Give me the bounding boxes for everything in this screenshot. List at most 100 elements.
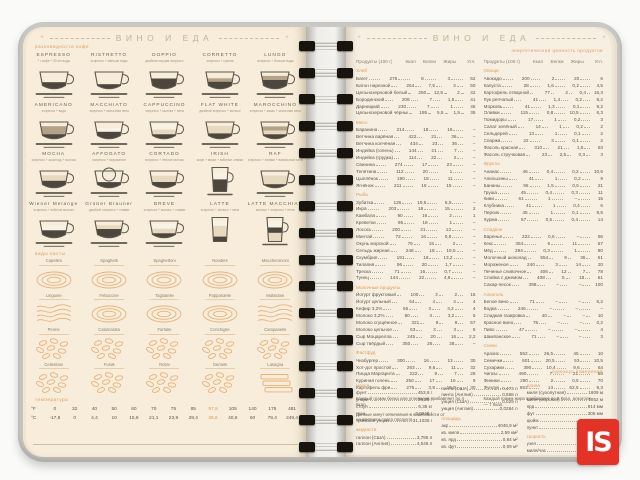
dot-leader (396, 291, 402, 297)
coffee-name: LATTE MACCHIATO (247, 201, 303, 207)
nutrition-row: Куриная голень 250 17 16 9 (356, 377, 476, 384)
dot-leader (458, 291, 463, 297)
dot-leader (456, 364, 463, 369)
value-fat: 15 (444, 206, 450, 212)
value-fat: 21 (572, 371, 579, 377)
unit-value: 914 мм (587, 403, 603, 409)
value-protein: 18 (423, 127, 429, 133)
dot-leader (554, 182, 565, 187)
dot-leader (437, 154, 443, 159)
dot-leader (444, 109, 447, 115)
coffee-cup-illustration (26, 63, 81, 101)
coil-end-left (299, 281, 315, 292)
product-name: Семечки (483, 357, 503, 363)
pasta-illustration (137, 301, 192, 328)
pasta-name: Penne (47, 328, 60, 332)
coffee-cup-illustration (81, 63, 136, 101)
value-carbs: 45 (470, 103, 476, 109)
value-protein: 2 (565, 89, 568, 95)
unit-name: акр (441, 423, 449, 429)
dot-leader (453, 219, 463, 225)
pasta-name: Rotini (159, 362, 170, 367)
dot-leader (456, 82, 463, 87)
temp-c-value: 0 (73, 416, 76, 421)
dot-leader (429, 175, 439, 180)
value-carbs: 53 (597, 144, 604, 150)
dot-leader (537, 440, 581, 446)
dot-leader (582, 281, 590, 287)
value-carbs: 6 (600, 75, 604, 81)
value-carbs: 4 (600, 326, 603, 332)
coil-wire (312, 182, 340, 184)
unit-row: акр 4046,9 м² (441, 422, 517, 429)
value-carbs: 35 (470, 110, 476, 116)
value-carbs: – (472, 247, 476, 253)
dot-leader (501, 182, 512, 187)
nutrition-row: Картофель отварной 77 2 0,4 16,3 (484, 89, 604, 96)
dot-leader (416, 326, 422, 331)
unit-name: ярд (526, 403, 535, 409)
plus-mark: + (357, 35, 361, 41)
value-fat: – (578, 299, 581, 305)
pasta-name: Cellentani (44, 362, 63, 367)
dot-leader (402, 199, 413, 204)
temp-column: 481 249,4 (282, 405, 302, 423)
value-kcal: 144 (390, 275, 398, 281)
value-kcal: 552 (519, 350, 528, 356)
pasta-grid: Capellini Spaghetti Spaghettoni Noodles Macc… (26, 259, 303, 397)
coffee-item: MACCHIATO эспрессо + молочная пена (81, 103, 136, 153)
temp-unit-labels: °F °C (31, 405, 45, 423)
value-protein: 0,5 (545, 217, 553, 223)
product-name: Индейка (голень) (356, 148, 394, 154)
unit-row: тройская унция 31,1035 г (356, 417, 432, 424)
nutrition-row: Кефир 3,2% 56 3 3,2 4 (356, 305, 476, 312)
size-ruler (94, 367, 125, 370)
coil-wire (312, 392, 340, 394)
dot-leader (579, 168, 590, 173)
coffee-description: эспрессо + шоколад + молоко (31, 158, 76, 162)
nutrition-row: Апельсины 41 1 0,2 9 (484, 175, 604, 182)
dot-leader (535, 130, 544, 136)
pasta-illustration (192, 267, 247, 294)
size-ruler (38, 298, 69, 301)
product-name: Пиво (483, 326, 495, 332)
dot-leader (498, 189, 510, 194)
coffee-description: эспрессо + какао + молочная пена (249, 108, 301, 113)
dot-leader (400, 268, 412, 273)
coffee-description: эспрессо + вода (41, 108, 66, 113)
pasta-name: Noodles (212, 259, 228, 263)
nutrition-row: Персик 45 1 0,1 9,5 (484, 209, 604, 216)
dot-leader (527, 268, 531, 273)
nutrition-section-title: Рыба (356, 192, 368, 197)
value-protein: 16 (422, 213, 428, 219)
dot-leader (455, 340, 463, 345)
plus-mark: + (285, 35, 289, 41)
header-col: Ккал (532, 59, 544, 64)
value-protein: 1 (554, 117, 557, 123)
dot-leader (501, 82, 512, 87)
dot-leader (514, 319, 522, 324)
value-fat: – (578, 282, 582, 288)
footer-rule (33, 444, 298, 445)
value-fat: 4,9 (443, 275, 451, 281)
product-name: Ветчина варёная (356, 134, 394, 140)
temp-f-value: 75 (170, 407, 177, 412)
value-kcal: 263 (406, 364, 415, 370)
value-carbs: 8,2 (596, 96, 603, 102)
product-name: Бородинский (356, 96, 385, 102)
value-protein: 0,6 (548, 234, 555, 240)
value-fat: 4 (453, 299, 456, 305)
coffee-item: Großer Brauner двойной эспрессо + сливки (81, 202, 136, 252)
product-name: Фундук (483, 385, 500, 391)
dot-leader (377, 168, 387, 173)
dot-leader (420, 319, 425, 324)
value-protein: 1,4 (553, 96, 561, 102)
pasta-name: Capellini (45, 259, 62, 263)
value-kcal: 100 (410, 292, 419, 298)
coffee-name: MOCHA (42, 152, 66, 157)
dot-leader (435, 384, 442, 390)
pasta-name: Linguine (45, 293, 62, 298)
coffee-name: CORRETTO (202, 53, 238, 58)
value-protein: 26 (427, 340, 433, 346)
dot-leader (579, 384, 591, 390)
